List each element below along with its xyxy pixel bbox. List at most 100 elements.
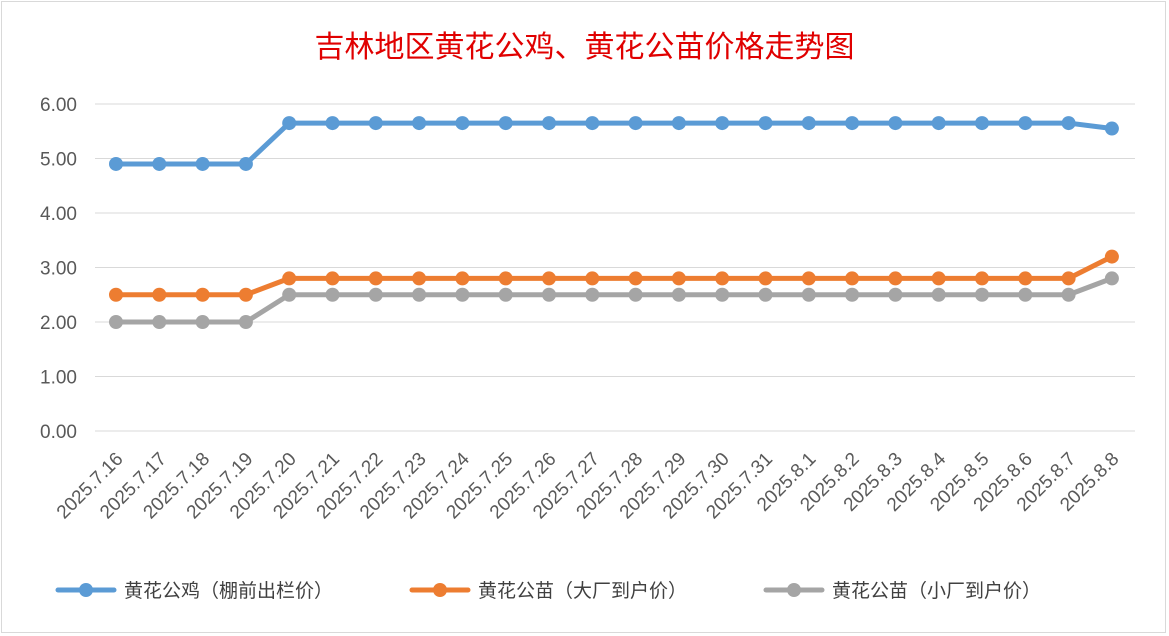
series-group (109, 116, 1119, 329)
data-point (585, 287, 600, 302)
data-point (542, 287, 556, 302)
legend-label: 黄花公苗（大厂到户价） (478, 580, 687, 602)
data-point (758, 116, 773, 131)
data-point (888, 271, 903, 286)
data-point (671, 271, 686, 286)
data-point (109, 156, 123, 171)
data-point (325, 271, 340, 286)
data-point (368, 287, 383, 302)
data-point (368, 116, 383, 131)
data-point (325, 116, 340, 131)
data-point (628, 271, 643, 286)
legend-marker (79, 583, 93, 597)
data-point (238, 315, 253, 329)
data-point (1018, 116, 1033, 131)
legend: 黄花公鸡（棚前出栏价） 黄花公苗（大厂到户价） 黄花公苗（小厂到户价） (55, 580, 1041, 602)
series-line (113, 120, 1115, 167)
y-tick-label: 5.00 (40, 150, 77, 171)
legend-marker (433, 583, 447, 597)
data-point (715, 116, 730, 131)
data-point (238, 156, 253, 171)
data-point (542, 116, 556, 131)
data-point (671, 116, 686, 131)
legend-marker (787, 583, 801, 597)
legend-label: 黄花公苗（小厂到户价） (832, 580, 1041, 602)
series-2 (109, 249, 1119, 302)
y-tick-label: 6.00 (40, 95, 77, 116)
data-point (1061, 116, 1076, 131)
data-point (1061, 271, 1076, 286)
data-point (498, 287, 513, 302)
data-point (195, 287, 210, 302)
data-point (628, 287, 643, 302)
series-3 (109, 271, 1119, 329)
data-point (585, 271, 600, 286)
x-axis-ticks: 2025.7.162025.7.172025.7.182025.7.192025… (53, 448, 1124, 523)
data-point (412, 287, 427, 302)
data-point (152, 287, 167, 302)
data-point (715, 271, 730, 286)
data-point (1061, 287, 1076, 302)
data-point (412, 271, 427, 286)
y-tick-label: 2.00 (40, 313, 77, 334)
data-point (455, 287, 470, 302)
data-point (542, 271, 556, 286)
data-point (325, 287, 340, 302)
data-point (758, 271, 773, 286)
data-point (975, 287, 989, 302)
data-point (195, 156, 210, 171)
legend-item: 黄花公鸡（棚前出栏价） (55, 580, 333, 602)
series-1 (109, 116, 1119, 171)
legend-item: 黄花公苗（大厂到户价） (409, 580, 687, 602)
gridlines (95, 103, 1135, 432)
data-point (498, 271, 513, 286)
data-point (715, 287, 730, 302)
legend-item: 黄花公苗（小厂到户价） (763, 580, 1041, 602)
y-tick-label: 4.00 (40, 204, 77, 225)
data-point (801, 287, 816, 302)
data-point (282, 271, 297, 286)
data-point (801, 271, 816, 286)
y-axis-ticks: 0.00 1.00 2.00 3.00 4.00 5.00 6.00 (40, 95, 77, 443)
data-point (368, 271, 383, 286)
data-point (152, 315, 167, 329)
data-point (931, 271, 946, 286)
legend-label: 黄花公鸡（棚前出栏价） (124, 580, 333, 602)
data-point (282, 287, 297, 302)
y-tick-label: 0.00 (40, 422, 77, 443)
data-point (195, 315, 210, 329)
data-point (758, 287, 773, 302)
y-tick-label: 3.00 (40, 259, 77, 280)
data-point (498, 116, 513, 131)
data-point (845, 271, 860, 286)
data-point (975, 116, 989, 131)
y-tick-label: 1.00 (40, 368, 77, 389)
data-point (975, 271, 989, 286)
data-point (1018, 287, 1033, 302)
series-line (113, 254, 1115, 298)
data-point (455, 271, 470, 286)
data-point (671, 287, 686, 302)
data-point (109, 315, 123, 329)
chart-title: 吉林地区黄花公鸡、黄花公苗价格走势图 (314, 30, 855, 65)
data-point (1104, 249, 1119, 264)
data-point (282, 116, 297, 131)
data-point (1104, 271, 1119, 286)
series-line (113, 275, 1115, 325)
data-point (238, 287, 253, 302)
data-point (585, 116, 600, 131)
data-point (845, 287, 860, 302)
data-point (931, 116, 946, 131)
data-point (1018, 271, 1033, 286)
data-point (109, 287, 123, 302)
data-point (888, 287, 903, 302)
data-point (1104, 121, 1119, 136)
data-point (888, 116, 903, 131)
data-point (628, 116, 643, 131)
data-point (931, 287, 946, 302)
data-point (412, 116, 427, 131)
data-point (152, 156, 167, 171)
data-point (455, 116, 470, 131)
data-point (801, 116, 816, 131)
